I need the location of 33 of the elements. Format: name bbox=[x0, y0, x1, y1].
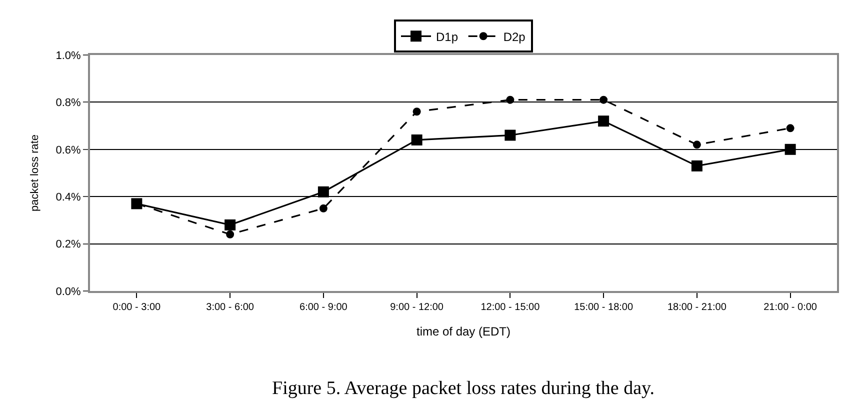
point bbox=[506, 96, 514, 104]
point bbox=[598, 116, 610, 127]
point bbox=[412, 108, 421, 116]
x-tick-label: 18:00 - 21:00 bbox=[667, 302, 727, 313]
y-tick-label: 0.6% bbox=[56, 144, 82, 156]
y-tick-label: 1.0% bbox=[56, 50, 82, 62]
x-tick-label: 12:00 - 15:00 bbox=[480, 302, 540, 313]
x-tick-label: 15:00 - 18:00 bbox=[574, 302, 634, 313]
point bbox=[691, 160, 702, 172]
y-tick-label: 0.4% bbox=[56, 191, 82, 204]
caption: Figure 5. Average packet loss rates during the day. bbox=[272, 378, 655, 399]
legend-label: D1p bbox=[436, 30, 458, 44]
x-tick-label: 21:00 - 0:00 bbox=[764, 302, 818, 313]
point bbox=[600, 96, 608, 104]
y-tick-label: 0.2% bbox=[56, 238, 82, 251]
y-tick-label: 0.8% bbox=[56, 97, 82, 110]
x-tick-label: 9:00 - 12:00 bbox=[390, 302, 444, 313]
point bbox=[692, 140, 701, 149]
point bbox=[318, 186, 329, 198]
point bbox=[411, 134, 422, 146]
point bbox=[504, 130, 516, 141]
point bbox=[786, 124, 794, 132]
point bbox=[319, 204, 328, 212]
point bbox=[224, 219, 236, 230]
x-tick-label: 0:00 - 3:00 bbox=[112, 302, 162, 313]
legend-label: D2p bbox=[503, 30, 526, 44]
x-tick-label: 3:00 - 6:00 bbox=[206, 302, 254, 313]
y-axis-title: packet loss rate bbox=[28, 134, 41, 212]
x-axis-title: time of day (EDT) bbox=[416, 324, 511, 338]
point bbox=[226, 230, 234, 238]
x-tick-label: 6:00 - 9:00 bbox=[300, 302, 348, 313]
point bbox=[784, 144, 796, 155]
y-tick-label: 0.0% bbox=[56, 286, 82, 298]
